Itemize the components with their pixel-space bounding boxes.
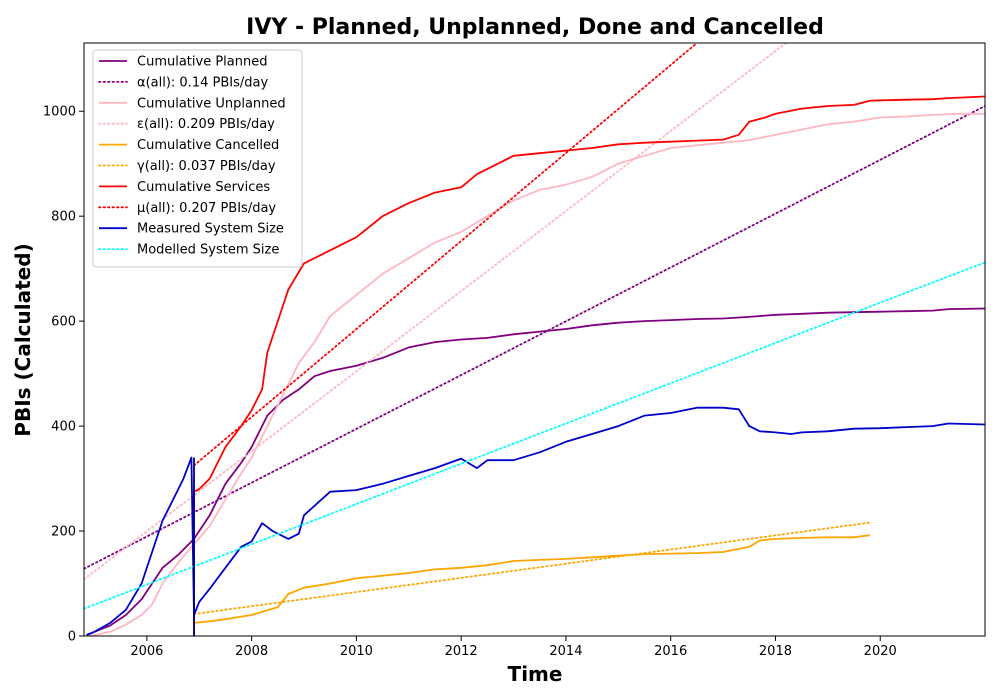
axes: 2006 2008 2010 2012 2014 2016 2018 2020 0 200 400 6… bbox=[43, 42, 986, 659]
legend-label: Measured System Size bbox=[137, 222, 284, 237]
series-line-9 bbox=[84, 261, 985, 610]
x-tick-label: 2012 bbox=[445, 644, 478, 659]
y-tick-label: 1000 bbox=[43, 105, 76, 120]
legend-label: Cumulative Planned bbox=[137, 55, 267, 70]
plot-area bbox=[84, 43, 985, 636]
chart-title: IVY - Planned, Unplanned, Done and Cance… bbox=[246, 15, 824, 40]
legend-label: Modelled System Size bbox=[137, 243, 279, 258]
series-line-0 bbox=[86, 307, 985, 636]
axes-frame bbox=[83, 42, 986, 637]
legend-label: Cumulative Cancelled bbox=[137, 138, 279, 153]
y-axis-label: PBIs (Calculated) bbox=[11, 243, 35, 436]
x-tick-label: 2006 bbox=[130, 644, 163, 659]
legend-label: ε(all): 0.209 PBIs/day bbox=[137, 117, 275, 132]
legend-label: μ(all): 0.207 PBIs/day bbox=[137, 201, 276, 216]
series-line-5 bbox=[193, 521, 871, 615]
legend-label: Cumulative Unplanned bbox=[137, 96, 286, 111]
legend-label: Cumulative Services bbox=[137, 180, 270, 195]
legend: Cumulative Planned α(all): 0.14 PBIs/day C… bbox=[92, 49, 303, 268]
x-tick-label: 2010 bbox=[340, 644, 373, 659]
series-line-1 bbox=[84, 105, 985, 570]
legend-label: γ(all): 0.037 PBIs/day bbox=[137, 159, 276, 174]
y-tick-label: 800 bbox=[51, 210, 76, 225]
x-tick-label: 2020 bbox=[864, 644, 897, 659]
series-line-7 bbox=[193, 43, 698, 467]
y-tick-label: 600 bbox=[51, 315, 76, 330]
x-tick-label: 2018 bbox=[759, 644, 792, 659]
x-axis-label: Time bbox=[508, 662, 563, 686]
x-tick-label: 2014 bbox=[549, 644, 582, 659]
y-tick-label: 400 bbox=[51, 420, 76, 435]
legend-label: α(all): 0.14 PBIs/day bbox=[137, 75, 268, 90]
series-line-8 bbox=[86, 406, 985, 636]
series-line-3 bbox=[84, 43, 787, 581]
x-tick-label: 2016 bbox=[654, 644, 687, 659]
series-line-4 bbox=[193, 534, 870, 624]
legend-box bbox=[92, 49, 303, 268]
y-tick-label: 200 bbox=[51, 525, 76, 540]
series-line-2 bbox=[86, 112, 985, 636]
y-tick-label: 0 bbox=[68, 630, 76, 645]
x-tick-label: 2008 bbox=[235, 644, 268, 659]
series-line-6 bbox=[193, 95, 985, 636]
